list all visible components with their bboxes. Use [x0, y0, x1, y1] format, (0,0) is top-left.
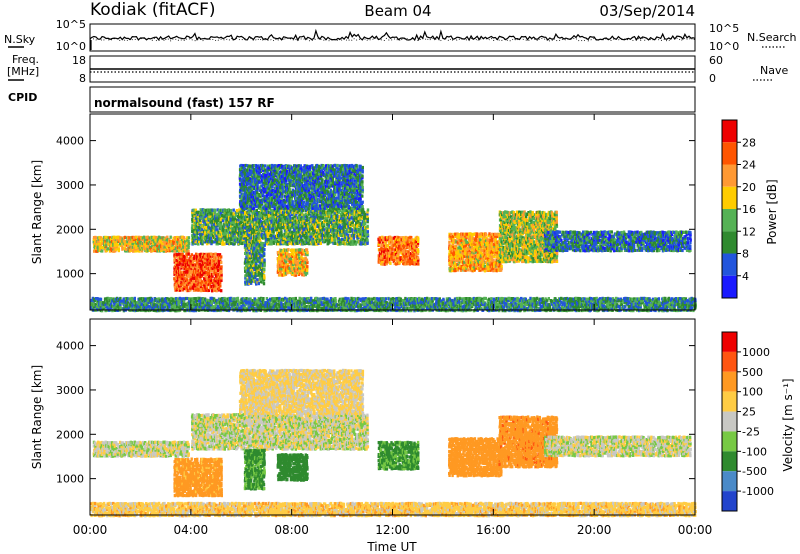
noise-left-tick-bottom: 10^0: [56, 40, 86, 53]
echo-cell: [364, 213, 366, 216]
echo-cell: [366, 225, 368, 228]
echo-cell: [101, 249, 103, 252]
echo-cell: [280, 230, 282, 233]
cpid-text: normalsound (fast) 157 RF: [94, 96, 275, 110]
echo-cell: [186, 278, 188, 281]
echo-cell: [362, 186, 364, 189]
echo-cell: [361, 180, 363, 183]
beam-title: Beam 04: [364, 2, 431, 20]
echo-cell: [220, 261, 222, 264]
echo-cell: [214, 253, 216, 256]
echo-cell: [336, 164, 338, 167]
echo-cell: [366, 239, 368, 242]
echo-cell: [300, 164, 302, 167]
echo-cell: [220, 265, 222, 268]
echo-cell: [118, 247, 120, 250]
nsearch-label: N.Search: [747, 31, 797, 44]
echo-cell: [101, 246, 103, 249]
echo-cell: [361, 205, 363, 208]
echo-cell: [341, 238, 343, 241]
date-title: 03/Sep/2014: [599, 2, 695, 20]
echo-cell: [361, 195, 363, 198]
echo-cell: [340, 176, 342, 179]
echo-cell: [236, 209, 238, 212]
echo-cell: [264, 164, 266, 167]
echo-cell: [220, 255, 222, 258]
noise-traces: [90, 31, 695, 50]
echo-cell: [210, 285, 212, 288]
echo-cell: [220, 276, 222, 279]
echo-cell: [187, 250, 189, 253]
echo-cell: [367, 230, 369, 233]
noise-left-tick-top: 10^5: [56, 18, 86, 31]
echo-cell: [95, 236, 97, 239]
echo-cell: [121, 245, 123, 248]
echo-cell: [321, 178, 323, 181]
nsky-trace: [90, 31, 695, 40]
echo-cell: [351, 179, 353, 182]
echo-cell: [246, 204, 248, 207]
nsky-label: N.Sky: [4, 33, 36, 46]
station-title: Kodiak (fitACF): [90, 0, 216, 20]
echo-cell: [364, 222, 366, 225]
mhz-label: [MHz]: [7, 65, 39, 78]
echo-cell: [292, 200, 294, 203]
freq-right-tick-top: 60: [709, 54, 723, 67]
echo-cell: [170, 236, 172, 239]
echo-cell: [272, 173, 274, 176]
echo-cell: [244, 211, 246, 214]
freq-left-tick-top: 18: [72, 54, 86, 67]
echo-cell: [230, 209, 232, 212]
echo-cell: [359, 165, 361, 168]
echo-cell: [219, 284, 221, 287]
echo-cell: [218, 287, 220, 290]
echo-cell: [348, 205, 350, 208]
echo-cell: [159, 236, 161, 239]
echo-cell: [214, 209, 216, 212]
echo-cell: [362, 166, 364, 169]
echo-cell: [256, 209, 258, 212]
echo-cell: [183, 236, 185, 239]
echo-cell: [311, 199, 313, 202]
echo-cell: [256, 191, 258, 194]
echo-cell: [265, 182, 267, 185]
freq-traces: [90, 69, 695, 72]
freq-right-tick-bottom: 0: [709, 72, 716, 85]
freq-left-tick-bottom: 8: [79, 72, 86, 85]
echo-cell: [320, 242, 322, 245]
echo-cell: [334, 242, 336, 245]
echo-cell: [220, 269, 222, 272]
cpid-label: CPID: [8, 91, 37, 104]
echo-cell: [220, 289, 222, 292]
echo-cell: [188, 236, 190, 239]
echo-cell: [361, 175, 363, 178]
echo-cell: [223, 242, 225, 245]
echo-cell: [235, 214, 237, 217]
echo-cell: [303, 201, 305, 204]
echo-cell: [362, 201, 364, 204]
noise-right-tick-bottom: 10^0: [709, 40, 739, 53]
echo-cell: [117, 243, 119, 246]
noise-right-tick-top: 10^5: [709, 22, 739, 35]
nave-label: Nave: [760, 64, 788, 77]
echo-cell: [187, 240, 189, 243]
echo-cell: [191, 253, 193, 256]
echo-cell: [233, 209, 235, 212]
echo-cell: [367, 208, 369, 211]
echo-cell: [356, 164, 358, 167]
